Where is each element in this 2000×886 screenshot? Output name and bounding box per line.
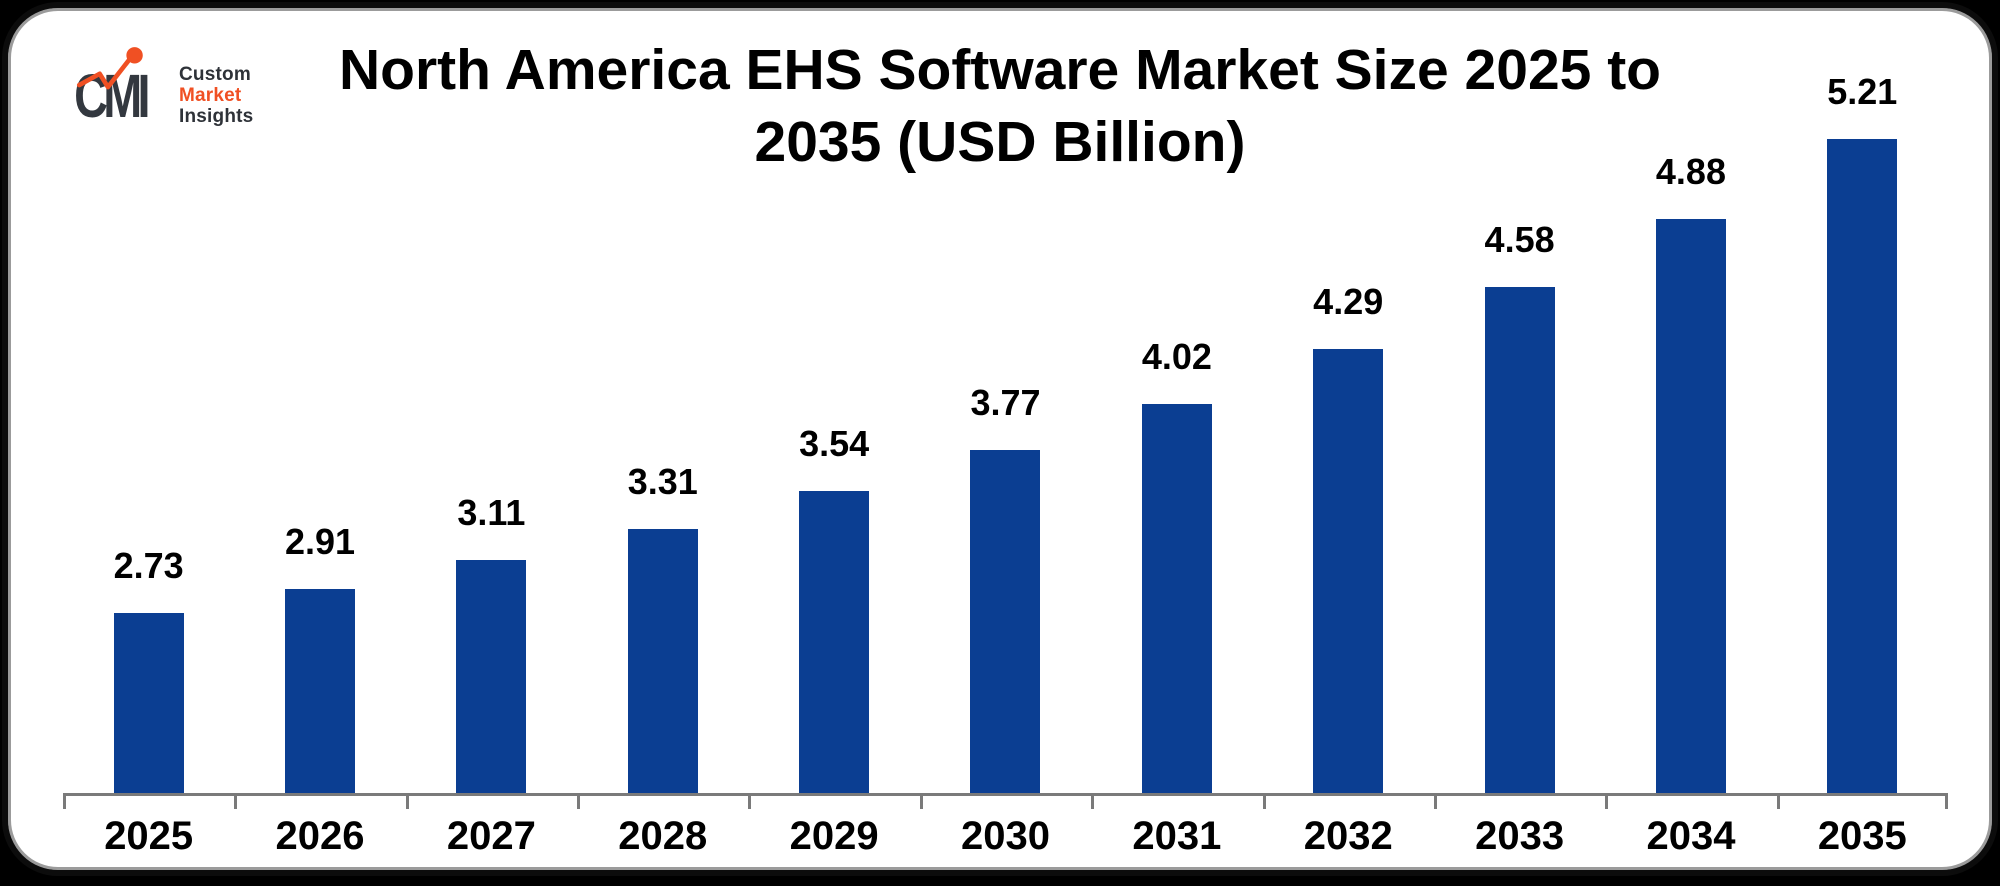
chart-title: North America EHS Software Market Size 2… [8, 34, 1992, 178]
x-axis-label-2035: 2035 [1817, 813, 1907, 858]
x-axis-label-2026: 2026 [275, 813, 365, 858]
x-axis-line [63, 793, 1948, 796]
bar-2034 [1655, 219, 1726, 793]
x-axis-tick [1091, 793, 1095, 809]
bar-cell-2034: 4.88 [1605, 8, 1776, 793]
bar-value-label-2034: 4.88 [1655, 151, 1726, 192]
x-axis-label-2029: 2029 [789, 813, 879, 858]
bar-2031 [1141, 404, 1212, 793]
x-axis-tick [63, 793, 66, 809]
x-axis-tick [1605, 793, 1609, 809]
bar-cell-2027: 3.11 [406, 8, 577, 793]
x-axis-label-2033: 2033 [1475, 813, 1565, 858]
bar-cell-2029: 3.54 [748, 8, 919, 793]
bar-2032 [1313, 349, 1384, 793]
brand-logo: CMI Custom Market Insights [52, 42, 253, 127]
bar-cell-2025: 2.73 [63, 8, 234, 793]
bar-value-label-2035: 5.21 [1827, 71, 1898, 112]
cmi-logo-icon: CMI [74, 47, 154, 124]
x-axis-tick [919, 793, 923, 809]
bar-2026 [285, 589, 356, 793]
bar-value-label-2029: 3.54 [799, 423, 870, 464]
x-axis-tick [1776, 793, 1780, 809]
brand-line-insights: Insights [179, 106, 254, 127]
bar-cell-2035: 5.21 [1777, 8, 1948, 793]
bar-2028 [627, 529, 698, 793]
bar-cell-2026: 2.91 [234, 8, 405, 793]
x-axis-label-2025: 2025 [104, 813, 194, 858]
x-axis-tick [405, 793, 409, 809]
brand-line-market: Market [179, 85, 242, 106]
bar-cell-2031: 4.02 [1091, 8, 1262, 793]
bar-value-label-2031: 4.02 [1141, 336, 1212, 377]
bar-value-label-2032: 4.29 [1313, 281, 1384, 322]
brand-line-custom: Custom [179, 64, 251, 85]
bar-value-label-2030: 3.77 [970, 382, 1041, 423]
chart-title-line-1: North America EHS Software Market Size 2… [339, 38, 1661, 102]
x-axis-label-2027: 2027 [446, 813, 536, 858]
brand-name: Custom Market Insights [179, 64, 253, 127]
bar-2035 [1827, 139, 1898, 793]
x-axis-tick [1945, 793, 1948, 809]
bar-2027 [456, 560, 527, 793]
bar-value-label-2025: 2.73 [113, 545, 184, 586]
bar-2030 [970, 450, 1041, 793]
bar-cell-2032: 4.29 [1263, 8, 1434, 793]
bar-value-label-2027: 3.11 [457, 492, 526, 533]
x-axis-label-2034: 2034 [1646, 813, 1736, 858]
x-axis-tick [1262, 793, 1266, 809]
bar-cell-2033: 4.58 [1434, 8, 1605, 793]
bar-2029 [799, 491, 870, 793]
x-axis-label-2030: 2030 [961, 813, 1050, 858]
bar-2025 [113, 613, 184, 793]
bar-value-label-2026: 2.91 [285, 521, 356, 562]
svg-text:CMI: CMI [74, 62, 147, 124]
bar-cell-2028: 3.31 [577, 8, 748, 793]
x-axis-tick [748, 793, 752, 809]
x-axis-label-2032: 2032 [1303, 813, 1393, 858]
bar-2033 [1484, 287, 1555, 793]
bar-cell-2030: 3.77 [920, 8, 1091, 793]
x-axis-tick [234, 793, 238, 809]
bar-value-label-2033: 4.58 [1484, 219, 1555, 260]
bars-container: 2.73 2.91 3.11 3.31 3.54 3.77 4.02 4.29 4.58 4.88… [63, 8, 1948, 793]
x-axis-label-2031: 2031 [1132, 813, 1222, 858]
x-axis-labels: 2025 2026 2027 2028 2029 2030 2031 2032 2033 2034… [63, 808, 1948, 864]
x-axis-tick [577, 793, 581, 809]
chart-title-line-2: 2035 (USD Billion) [754, 110, 1246, 174]
x-axis-label-2028: 2028 [618, 813, 708, 858]
bar-chart-plot-area: 2.73 2.91 3.11 3.31 3.54 3.77 4.02 4.29 4.58 4.88… [63, 8, 1948, 870]
x-axis-tick [1433, 793, 1437, 809]
bar-value-label-2028: 3.31 [627, 461, 698, 502]
